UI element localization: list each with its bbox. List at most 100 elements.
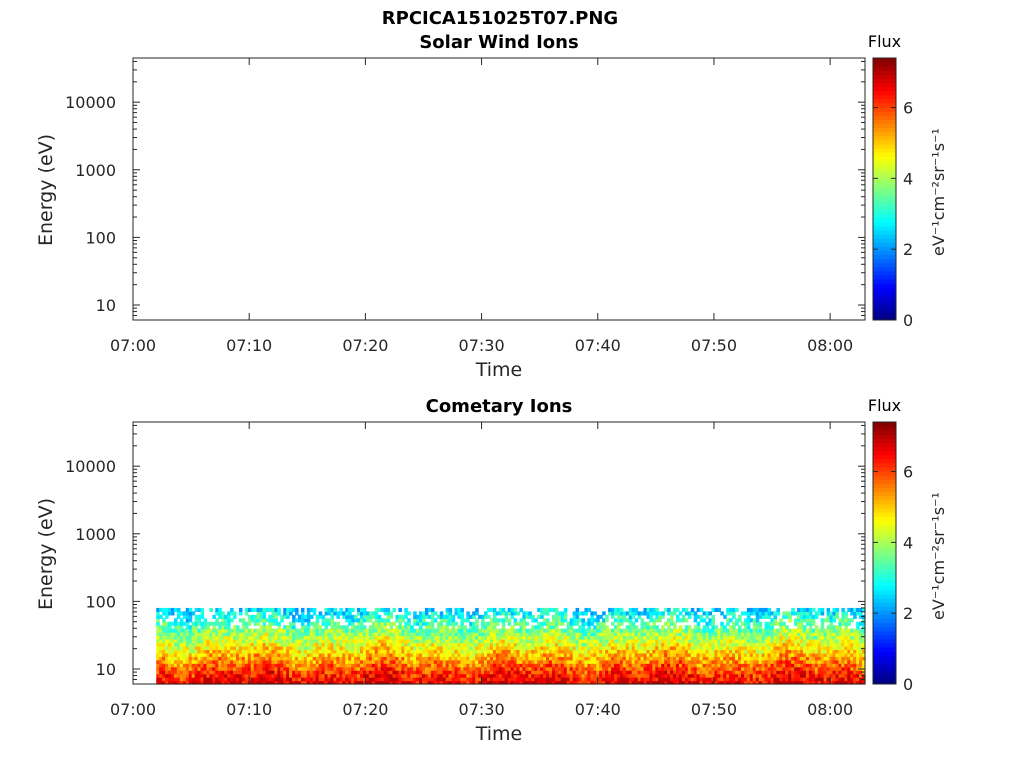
spectrogram-cell [758, 652, 763, 657]
spectrogram-cell [560, 645, 565, 651]
spectrogram-cell [773, 642, 777, 647]
spectrogram-cell [410, 659, 414, 664]
spectrogram-cell [354, 649, 358, 654]
spectrogram-cell [690, 666, 695, 671]
spectrogram-cell [764, 625, 769, 630]
spectrogram-cell [696, 632, 701, 637]
spectrogram-cell [256, 673, 261, 678]
spectrogram-cell [802, 652, 807, 657]
spectrogram-cell [312, 625, 317, 630]
colorbar-segment [873, 103, 896, 108]
spectrogram-cell [292, 628, 296, 633]
spectrogram-cell [764, 632, 769, 637]
spectrogram-cell [424, 656, 429, 661]
spectrogram-cell [439, 618, 444, 623]
spectrogram-cell [286, 666, 290, 671]
spectrogram-cell [295, 639, 299, 644]
spectrogram-cell [315, 666, 320, 671]
spectrogram-cell [856, 639, 860, 644]
spectrogram-cell [312, 652, 317, 657]
spectrogram-cell [416, 659, 420, 664]
spectrogram-cell [773, 618, 777, 623]
spectrogram-cell [746, 632, 751, 637]
spectrogram-cell [643, 680, 648, 685]
spectrogram-cell [808, 649, 813, 654]
spectrogram-cell [655, 628, 659, 633]
spectrogram-cell [622, 656, 627, 661]
spectrogram-cell [504, 666, 509, 671]
spectrogram-cell [519, 652, 524, 657]
spectrogram-cell [826, 649, 831, 654]
spectrogram-cell [510, 656, 515, 661]
spectrogram-cell [318, 652, 323, 657]
spectrogram-cell [841, 618, 845, 623]
spectrogram-cell [303, 656, 308, 661]
spectrogram-cell [714, 635, 718, 640]
spectrogram-cell [185, 611, 190, 616]
spectrogram-cell [667, 666, 671, 671]
spectrogram-cell [717, 652, 721, 657]
spectrogram-cell [829, 659, 834, 664]
spectrogram-cell [749, 639, 754, 644]
spectrogram-cell [850, 639, 854, 644]
spectrogram-cell [634, 656, 639, 661]
spectrogram-cell [593, 632, 597, 637]
spectrogram-cell [832, 642, 837, 647]
spectrogram-cell [241, 639, 246, 644]
spectrogram-cell [292, 677, 296, 682]
spectrogram-cell [303, 628, 308, 633]
spectrogram-cell [336, 652, 340, 657]
spectrogram-cell [194, 614, 199, 619]
spectrogram-cell [327, 677, 332, 682]
spectrogram-cell [230, 666, 234, 671]
spectrogram-cell [507, 670, 512, 675]
spectrogram-cell [283, 639, 287, 644]
spectrogram-cell [360, 656, 364, 661]
spectrogram-cell [360, 611, 364, 616]
spectrogram-cell [460, 649, 464, 654]
spectrogram-cell [185, 680, 190, 685]
spectrogram-cell [732, 656, 736, 661]
spectrogram-cell [365, 656, 370, 661]
spectrogram-cell [664, 659, 668, 664]
spectrogram-cell [218, 677, 222, 682]
spectrogram-cell [584, 642, 588, 647]
spectrogram-cell [274, 632, 278, 637]
spectrogram-cell [602, 673, 606, 678]
spectrogram-cell [708, 670, 713, 675]
spectrogram-cell [652, 680, 656, 685]
spectrogram-cell [297, 645, 302, 651]
spectrogram-cell [554, 628, 559, 633]
spectrogram-cell [805, 656, 810, 661]
spectrogram-cell [820, 677, 825, 682]
spectrogram-cell [557, 673, 562, 678]
spectrogram-cell [386, 618, 391, 623]
spectrogram-cell [377, 628, 382, 633]
spectrogram-cell [649, 632, 653, 637]
spectrogram-cell [374, 677, 379, 682]
spectrogram-cell [862, 607, 866, 612]
spectrogram-cell [549, 635, 553, 640]
spectrogram-cell [602, 642, 606, 647]
spectrogram-cell [324, 656, 329, 661]
spectrogram-cell [333, 645, 337, 651]
spectrogram-cell [176, 670, 181, 675]
spectrogram-cell [445, 614, 450, 619]
spectrogram-cell [389, 632, 394, 637]
spectrogram-cell [817, 632, 822, 637]
spectrogram-cell [732, 666, 736, 671]
spectrogram-cell [844, 645, 848, 651]
spectrogram-cell [681, 659, 686, 664]
spectrogram-cell [224, 632, 228, 637]
spectrogram-cell [365, 645, 370, 651]
spectrogram-cell [611, 680, 615, 685]
spectrogram-cell [522, 628, 526, 633]
spectrogram-cell [259, 639, 264, 644]
spectrogram-cell [726, 680, 730, 685]
spectrogram-cell [599, 670, 603, 675]
spectrogram-cell [336, 659, 340, 664]
spectrogram-cell [250, 677, 255, 682]
spectrogram-cell [791, 673, 795, 678]
spectrogram-cell [584, 656, 588, 661]
spectrogram-cell [643, 621, 648, 626]
